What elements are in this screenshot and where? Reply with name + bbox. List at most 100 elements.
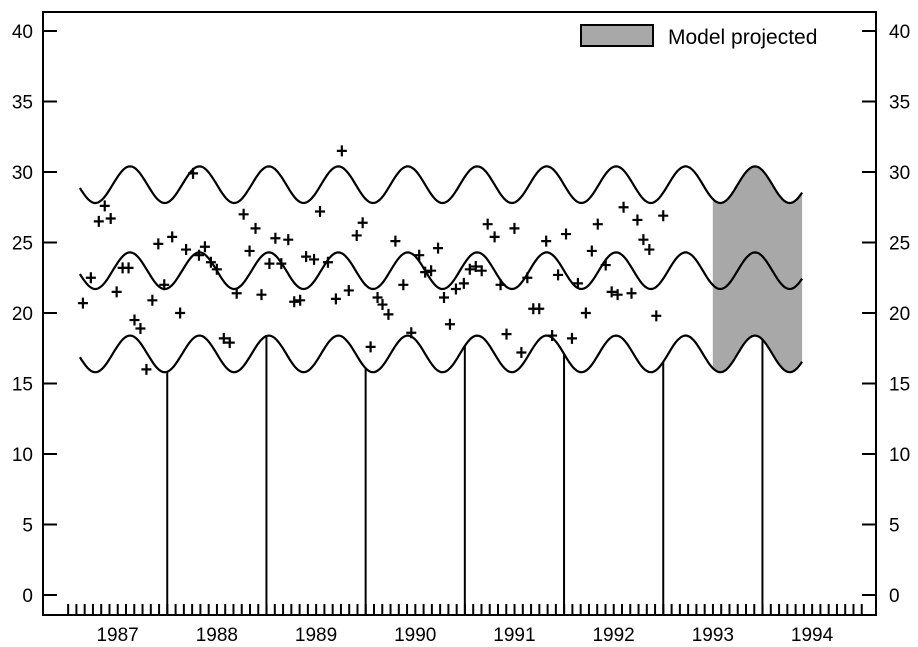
data-point [573, 278, 583, 289]
y-tick-label-left: 15 [12, 375, 33, 396]
data-point [561, 229, 571, 240]
lower-band-curve [80, 336, 802, 373]
data-point [194, 250, 204, 261]
y-tick-label-left: 25 [12, 234, 33, 255]
y-tick-label-left: 20 [12, 304, 33, 325]
data-point [433, 243, 443, 254]
data-point [315, 206, 325, 217]
x-tick-label: 1991 [493, 625, 535, 646]
data-point [106, 213, 116, 224]
data-point [251, 223, 261, 234]
x-tick-label: 1987 [96, 625, 138, 646]
data-point [632, 214, 642, 225]
x-tick-label: 1990 [394, 625, 436, 646]
data-point [270, 233, 280, 244]
y-tick-label-right: 40 [889, 22, 910, 43]
x-tick-label: 1994 [791, 625, 834, 646]
data-point [188, 168, 198, 179]
y-tick-label-left: 30 [12, 163, 33, 184]
data-point [601, 260, 611, 271]
data-point [124, 262, 134, 273]
data-point [337, 145, 347, 156]
projection-region [713, 166, 802, 372]
data-point [522, 272, 532, 283]
data-point [541, 236, 551, 247]
data-point [547, 330, 557, 341]
y-tick-label-left: 5 [22, 516, 33, 537]
data-point [390, 236, 400, 247]
data-point [439, 292, 449, 303]
data-point [626, 288, 636, 299]
data-point [490, 231, 500, 242]
data-point [135, 323, 145, 334]
y-tick-label-right: 20 [889, 304, 910, 325]
data-point [373, 292, 383, 303]
data-point [587, 245, 597, 256]
data-point [100, 200, 110, 211]
center-curve [80, 252, 802, 289]
data-point [445, 319, 455, 330]
data-point [167, 231, 177, 242]
data-point [200, 241, 210, 252]
data-point [86, 272, 96, 283]
data-point [553, 269, 563, 280]
data-point [459, 278, 469, 289]
data-point [383, 309, 393, 320]
y-tick-label-left: 40 [12, 22, 33, 43]
data-point [451, 284, 461, 295]
y-tick-label-right: 35 [889, 93, 910, 114]
x-tick-label: 1988 [196, 625, 238, 646]
data-point [181, 244, 191, 255]
data-point [352, 230, 362, 241]
x-tick-label: 1989 [295, 625, 337, 646]
data-point [331, 293, 341, 304]
data-point [534, 303, 544, 314]
data-point [644, 244, 654, 255]
data-point [483, 219, 493, 230]
y-tick-label-left: 10 [12, 445, 33, 466]
data-point [516, 347, 526, 358]
data-point [239, 209, 249, 220]
upper-band-curve [80, 166, 802, 203]
data-point [398, 279, 408, 290]
x-tick-label: 1993 [692, 625, 734, 646]
data-point [141, 364, 151, 375]
data-point [289, 296, 299, 307]
data-point [112, 286, 122, 297]
data-point [147, 295, 157, 306]
y-tick-label-right: 15 [889, 375, 910, 396]
data-point [651, 310, 661, 321]
data-point [358, 217, 368, 228]
data-point [94, 216, 104, 227]
data-point [502, 329, 512, 340]
y-tick-label-right: 10 [889, 445, 910, 466]
data-point [256, 289, 266, 300]
data-point [567, 333, 577, 344]
y-tick-label-right: 25 [889, 234, 910, 255]
data-point [295, 295, 305, 306]
data-point [245, 245, 255, 256]
data-point [581, 308, 591, 319]
data-point [344, 285, 354, 296]
data-point [593, 219, 603, 230]
y-tick-label-right: 0 [889, 586, 900, 607]
data-point [78, 298, 88, 309]
x-tick-label: 1992 [592, 625, 634, 646]
data-point [496, 279, 506, 290]
data-point [509, 223, 519, 234]
data-point [153, 238, 163, 249]
data-point [264, 258, 274, 269]
data-point [619, 202, 629, 213]
data-point [130, 315, 140, 326]
y-tick-label-right: 5 [889, 516, 900, 537]
data-point [366, 341, 376, 352]
legend: Model projected [581, 25, 817, 49]
y-tick-label-left: 0 [22, 586, 33, 607]
y-tick-label-right: 30 [889, 163, 910, 184]
data-point [658, 210, 668, 221]
legend-swatch [581, 25, 653, 46]
data-point [414, 250, 424, 261]
data-point [283, 234, 293, 245]
data-point [378, 299, 388, 310]
